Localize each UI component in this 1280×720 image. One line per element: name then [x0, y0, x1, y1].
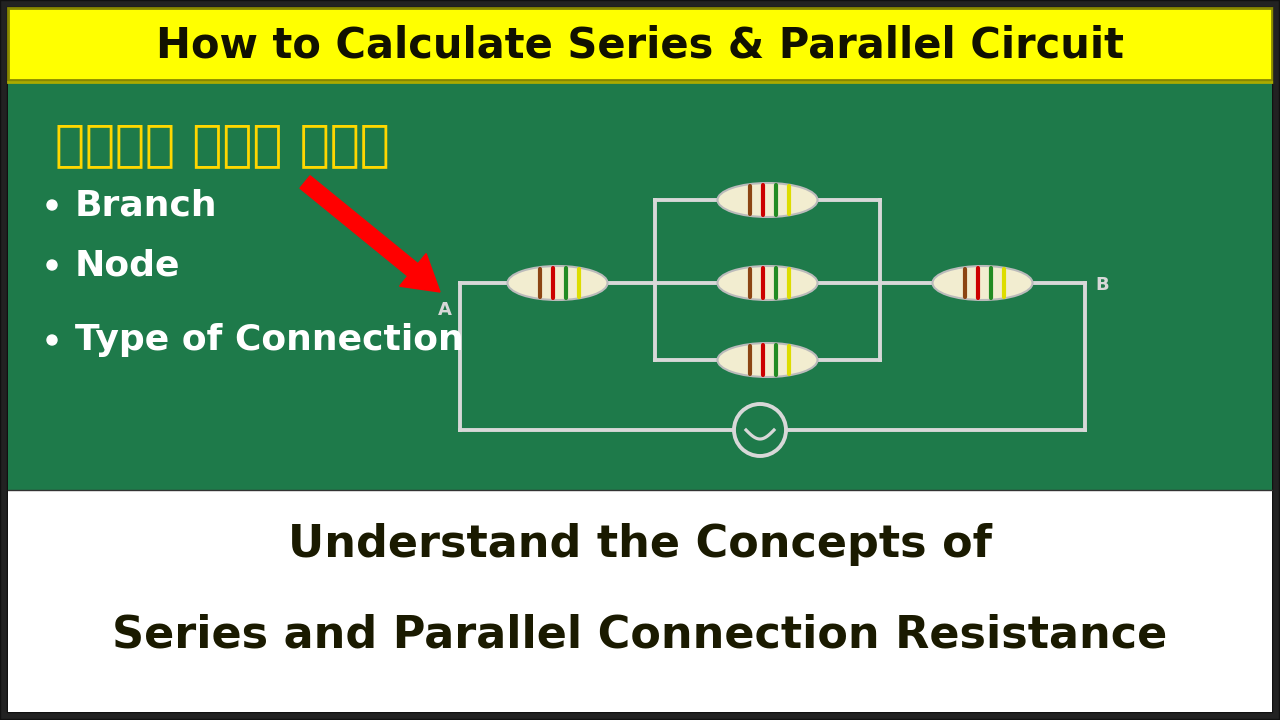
Bar	[8, 490, 1272, 712]
Ellipse shape	[507, 266, 608, 300]
Circle shape	[47, 200, 58, 210]
Bar	[8, 8, 1272, 80]
Text: How to Calculate Series & Parallel Circuit: How to Calculate Series & Parallel Circu…	[156, 25, 1124, 67]
Text: Understand the Concepts of: Understand the Concepts of	[288, 523, 992, 567]
Ellipse shape	[718, 183, 818, 217]
Text: Node: Node	[76, 248, 180, 282]
Ellipse shape	[718, 266, 818, 300]
Circle shape	[47, 260, 58, 270]
Ellipse shape	[718, 343, 818, 377]
Circle shape	[47, 335, 58, 345]
Text: Series and Parallel Connection Resistance: Series and Parallel Connection Resistanc…	[113, 613, 1167, 657]
Ellipse shape	[933, 266, 1033, 300]
Bar	[8, 82, 1272, 490]
Text: B: B	[1094, 276, 1108, 294]
Text: Type of Connection: Type of Connection	[76, 323, 463, 357]
Text: Branch: Branch	[76, 188, 218, 222]
Text: A: A	[438, 301, 452, 319]
FancyArrow shape	[300, 176, 440, 292]
Text: कैसे पता करे: कैसे पता करे	[55, 121, 389, 169]
